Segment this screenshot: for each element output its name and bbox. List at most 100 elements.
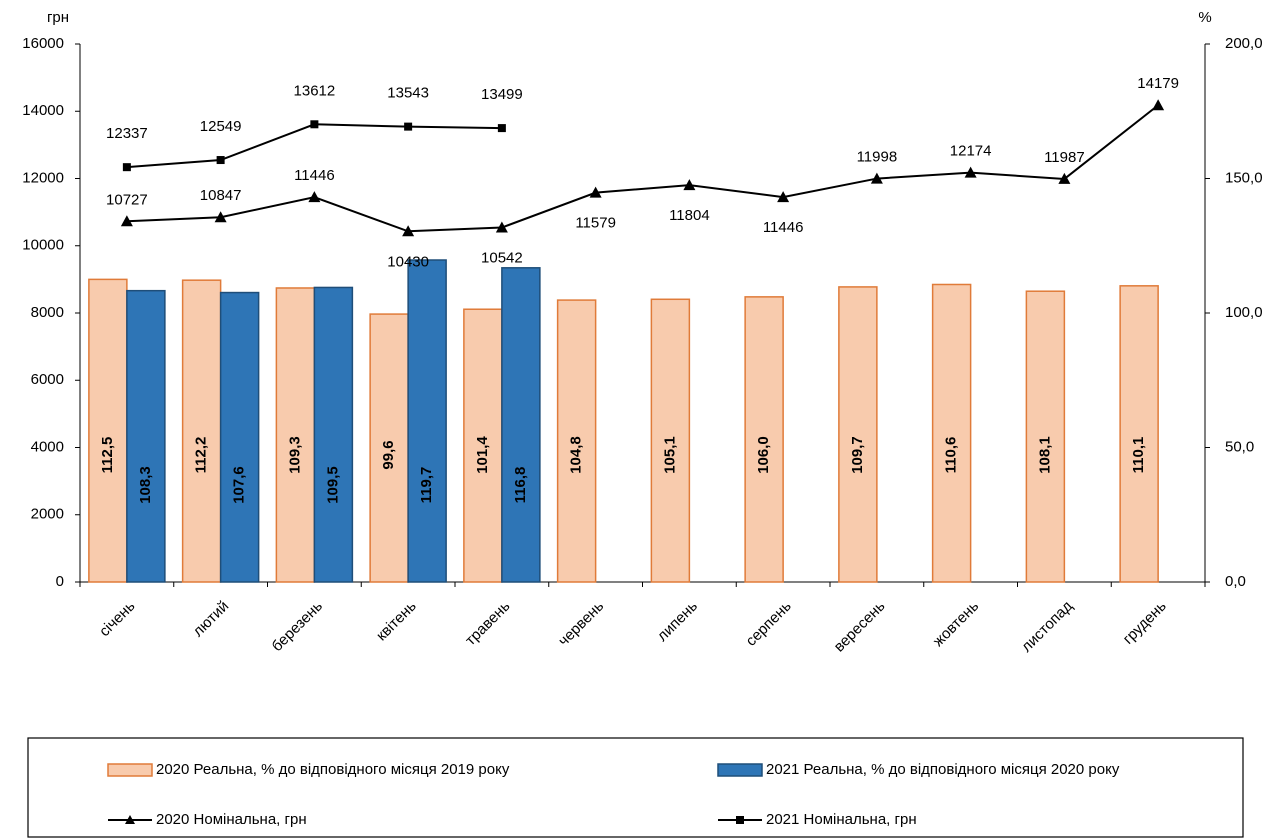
bar-label: 107,6 bbox=[231, 466, 248, 504]
bar bbox=[126, 289, 166, 583]
line-label: 10847 bbox=[200, 187, 242, 204]
legend-label: 2021 Реальна, % до відповідного місяця 2… bbox=[766, 761, 1120, 778]
marker bbox=[495, 221, 508, 233]
line-label: 11998 bbox=[857, 149, 898, 166]
bar-label: 109,7 bbox=[849, 436, 866, 474]
line-label: 11987 bbox=[1044, 149, 1085, 166]
bar-label: 110,1 bbox=[1130, 437, 1147, 474]
legend-swatch bbox=[107, 763, 153, 777]
legend-box bbox=[27, 737, 1244, 838]
line-label: 10727 bbox=[106, 191, 148, 208]
bar bbox=[650, 298, 691, 583]
x-tick-label: серпень bbox=[743, 597, 795, 649]
marker bbox=[214, 211, 227, 223]
y-tick-label: 8000 bbox=[31, 304, 64, 321]
line-label: 10430 bbox=[387, 253, 429, 270]
marker bbox=[1058, 172, 1071, 184]
bar-label: 105,1 bbox=[661, 436, 678, 474]
bar bbox=[501, 267, 541, 583]
x-tick-label: березень bbox=[269, 597, 327, 655]
bar bbox=[407, 259, 447, 583]
bar bbox=[219, 291, 260, 583]
bar-label: 99,6 bbox=[380, 440, 397, 469]
line-label: 12174 bbox=[950, 143, 992, 160]
legend-label: 2020 Номінальна, грн bbox=[156, 811, 307, 828]
x-tick-label: лютий bbox=[190, 598, 233, 641]
bar-label: 101,4 bbox=[474, 436, 491, 474]
line-label: 11579 bbox=[575, 215, 616, 232]
bar-label: 116,8 bbox=[512, 467, 529, 504]
line-label: 14179 bbox=[1137, 75, 1179, 92]
marker bbox=[870, 172, 883, 184]
line-label: 12549 bbox=[200, 118, 242, 135]
x-tick-label: квітень bbox=[373, 597, 420, 644]
line bbox=[126, 104, 1159, 233]
bar bbox=[275, 287, 316, 583]
y2-tick-label: 200,0 bbox=[1225, 35, 1263, 52]
bar-label: 112,5 bbox=[99, 437, 116, 474]
legend-marker bbox=[736, 816, 744, 824]
line-label: 11446 bbox=[294, 167, 335, 184]
bar bbox=[88, 278, 128, 583]
bar bbox=[181, 279, 222, 583]
bar bbox=[463, 308, 503, 583]
bar-label: 112,2 bbox=[193, 437, 210, 474]
x-tick-label: грудень bbox=[1120, 597, 1170, 647]
line-label: 13543 bbox=[387, 85, 429, 102]
y-tick-label: 10000 bbox=[22, 237, 64, 254]
x-tick-label: вересень bbox=[831, 597, 889, 655]
marker bbox=[402, 225, 415, 237]
y-tick-label: 14000 bbox=[22, 102, 64, 119]
line-label: 11804 bbox=[669, 207, 710, 224]
legend-marker bbox=[125, 815, 135, 824]
y-tick-label: 16000 bbox=[22, 35, 64, 52]
marker bbox=[120, 215, 133, 227]
x-tick-label: січень bbox=[96, 597, 139, 640]
marker bbox=[308, 191, 321, 203]
bar-label: 104,8 bbox=[568, 436, 585, 474]
x-tick-label: листопад bbox=[1018, 597, 1076, 655]
x-tick-label: липень bbox=[654, 597, 701, 644]
bar-label: 110,6 bbox=[943, 437, 960, 474]
y2-tick-label: 150,0 bbox=[1225, 169, 1263, 186]
marker bbox=[964, 166, 977, 178]
legend-label: 2020 Реальна, % до відповідного місяця 2… bbox=[156, 761, 510, 778]
line-label: 12337 bbox=[106, 125, 148, 142]
bar bbox=[1025, 290, 1066, 583]
line bbox=[126, 123, 502, 169]
bar-label: 106,0 bbox=[755, 436, 772, 474]
line-label: 10542 bbox=[481, 249, 523, 266]
bar bbox=[838, 286, 878, 583]
marker bbox=[497, 124, 506, 133]
marker bbox=[216, 156, 225, 165]
legend-label: 2021 Номінальна, грн bbox=[766, 811, 917, 828]
y2-unit: % bbox=[1198, 9, 1211, 26]
bar-label: 108,1 bbox=[1036, 436, 1053, 474]
legend-swatch bbox=[717, 763, 763, 777]
y2-tick-label: 0,0 bbox=[1225, 573, 1246, 590]
bar bbox=[744, 296, 784, 583]
bar-label: 119,7 bbox=[418, 467, 435, 504]
y-tick-label: 4000 bbox=[31, 438, 64, 455]
line-label: 13612 bbox=[294, 82, 336, 99]
line-label: 11446 bbox=[763, 219, 804, 236]
x-tick-label: жовтень bbox=[930, 597, 983, 650]
marker bbox=[683, 179, 696, 191]
y-unit: грн bbox=[47, 9, 69, 26]
marker bbox=[777, 191, 790, 203]
marker bbox=[404, 122, 413, 131]
bar bbox=[1119, 285, 1159, 583]
bar bbox=[313, 286, 354, 583]
bar bbox=[931, 283, 972, 583]
x-tick-label: червень bbox=[555, 597, 607, 649]
y-tick-label: 0 bbox=[56, 573, 64, 590]
y2-tick-label: 100,0 bbox=[1225, 304, 1263, 321]
bar-label: 109,3 bbox=[286, 436, 303, 474]
x-tick-label: травень bbox=[462, 597, 514, 649]
marker bbox=[1152, 99, 1165, 111]
bar bbox=[556, 299, 597, 583]
line-label: 13499 bbox=[481, 86, 523, 103]
y-tick-label: 2000 bbox=[31, 506, 64, 523]
y-tick-label: 6000 bbox=[31, 371, 64, 388]
